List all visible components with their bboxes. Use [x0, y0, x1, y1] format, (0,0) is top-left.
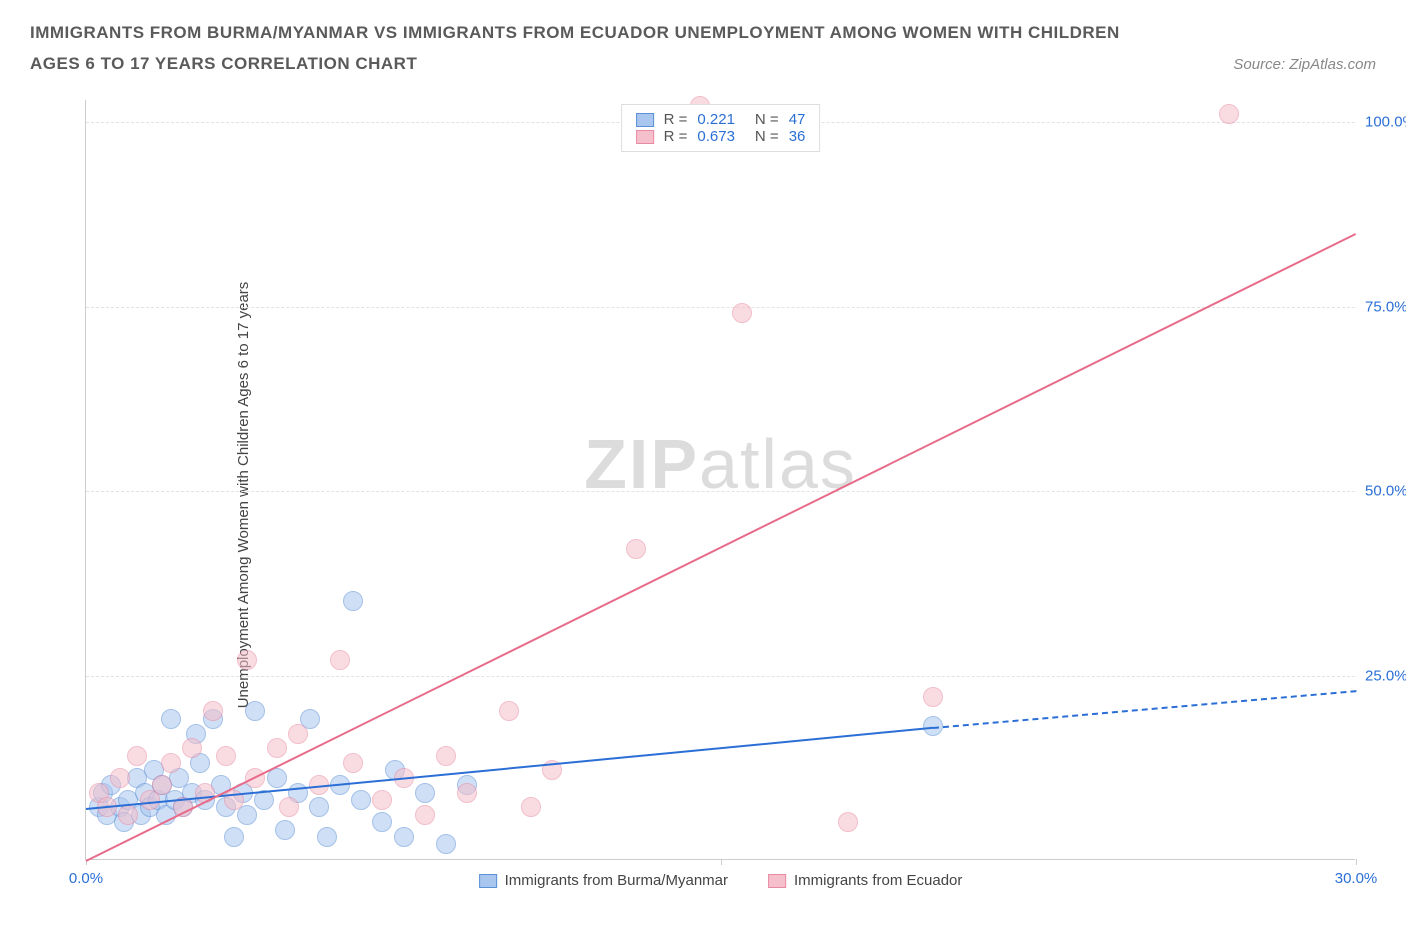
data-point	[499, 701, 519, 721]
legend-swatch	[479, 874, 497, 888]
x-tick-label: 0.0%	[69, 870, 103, 887]
data-point	[161, 709, 181, 729]
data-point	[521, 797, 541, 817]
x-tick	[1356, 859, 1357, 865]
legend-n-value: 47	[789, 111, 806, 128]
watermark: ZIPatlas	[584, 424, 857, 504]
data-point	[275, 820, 295, 840]
data-point	[237, 650, 257, 670]
y-tick-label: 50.0%	[1365, 483, 1406, 500]
legend-item: Immigrants from Ecuador	[768, 872, 962, 889]
trend-line	[933, 690, 1357, 729]
chart-title: IMMIGRANTS FROM BURMA/MYANMAR VS IMMIGRA…	[30, 18, 1130, 79]
data-point	[309, 797, 329, 817]
data-point	[317, 827, 337, 847]
legend-n-label: N =	[755, 111, 779, 128]
data-point	[182, 738, 202, 758]
data-point	[923, 687, 943, 707]
legend-r-label: R =	[664, 128, 688, 145]
data-point	[436, 746, 456, 766]
trend-line	[86, 233, 1357, 862]
data-point	[161, 753, 181, 773]
data-point	[351, 790, 371, 810]
data-point	[838, 812, 858, 832]
legend-series-name: Immigrants from Burma/Myanmar	[505, 872, 728, 889]
series-legend: Immigrants from Burma/Myanmar Immigrants …	[479, 872, 963, 889]
data-point	[118, 805, 138, 825]
legend-item: Immigrants from Burma/Myanmar	[479, 872, 728, 889]
data-point	[394, 827, 414, 847]
data-point	[216, 746, 236, 766]
y-tick-label: 100.0%	[1365, 114, 1406, 131]
x-tick	[721, 859, 722, 865]
data-point	[436, 834, 456, 854]
legend-r-label: R =	[664, 111, 688, 128]
legend-r-value: 0.673	[697, 128, 735, 145]
data-point	[1219, 104, 1239, 124]
legend-row: R = 0.673 N = 36	[636, 128, 806, 145]
data-point	[245, 701, 265, 721]
data-point	[626, 539, 646, 559]
legend-swatch	[768, 874, 786, 888]
data-point	[152, 775, 172, 795]
correlation-legend: R = 0.221 N = 47 R = 0.673 N = 36	[621, 104, 821, 152]
data-point	[415, 783, 435, 803]
legend-n-label: N =	[755, 128, 779, 145]
data-point	[267, 738, 287, 758]
data-point	[288, 724, 308, 744]
x-tick-label: 30.0%	[1335, 870, 1378, 887]
legend-swatch	[636, 130, 654, 144]
gridline	[86, 307, 1355, 308]
data-point	[415, 805, 435, 825]
legend-swatch	[636, 113, 654, 127]
y-tick-label: 75.0%	[1365, 298, 1406, 315]
data-point	[343, 753, 363, 773]
data-point	[372, 812, 392, 832]
legend-n-value: 36	[789, 128, 806, 145]
gridline	[86, 676, 1355, 677]
data-point	[279, 797, 299, 817]
data-point	[203, 701, 223, 721]
data-point	[330, 650, 350, 670]
data-point	[732, 303, 752, 323]
data-point	[127, 746, 147, 766]
legend-series-name: Immigrants from Ecuador	[794, 872, 962, 889]
legend-r-value: 0.221	[697, 111, 735, 128]
data-point	[343, 591, 363, 611]
plot-area: ZIPatlas R = 0.221N = 47R = 0.673N = 36 …	[85, 100, 1355, 860]
data-point	[372, 790, 392, 810]
source-attribution: Source: ZipAtlas.com	[1233, 56, 1376, 79]
y-tick-label: 25.0%	[1365, 667, 1406, 684]
legend-row: R = 0.221 N = 47	[636, 111, 806, 128]
data-point	[457, 783, 477, 803]
chart-container: Unemployment Among Women with Children A…	[30, 100, 1376, 890]
data-point	[224, 827, 244, 847]
data-point	[110, 768, 130, 788]
